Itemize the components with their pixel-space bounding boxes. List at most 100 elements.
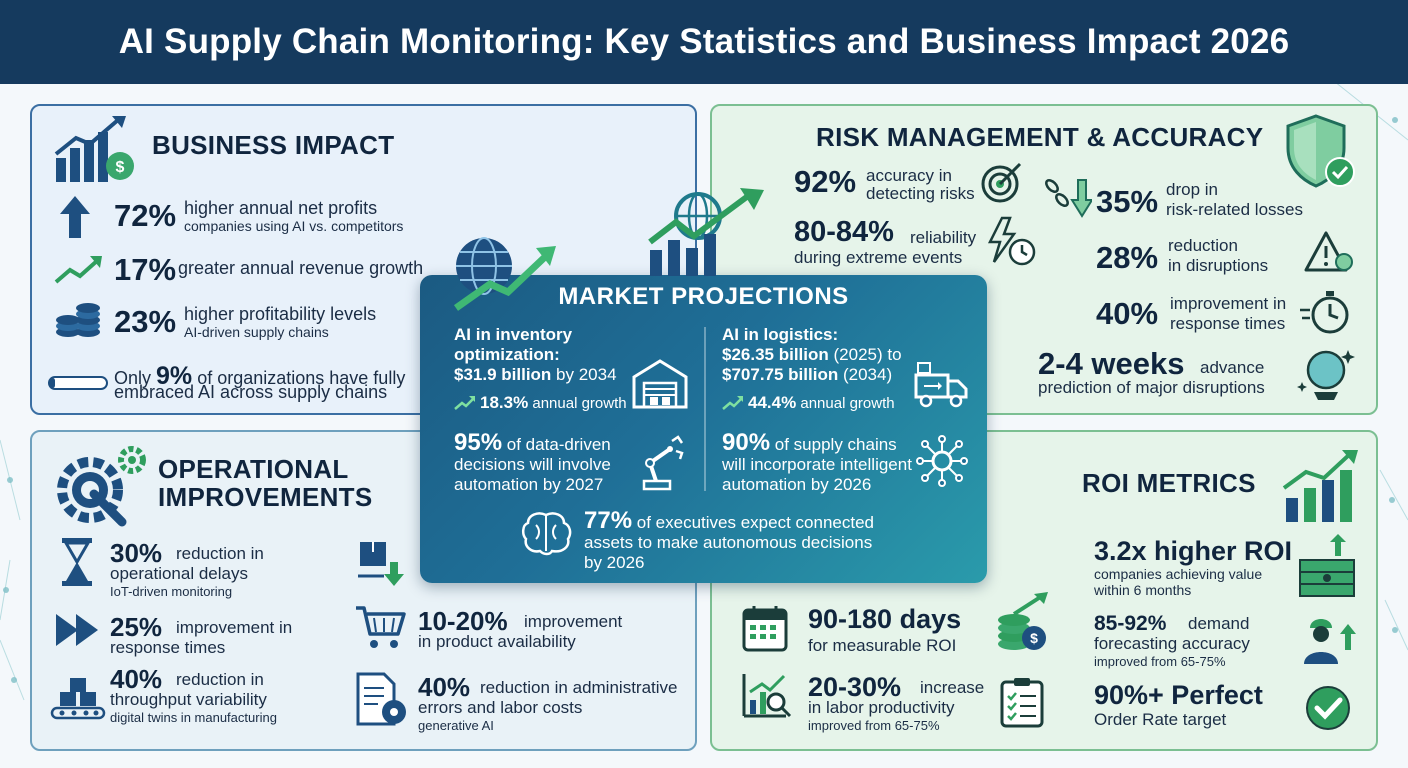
- stat-77-line3: by 2026: [584, 553, 645, 572]
- stat-40-admin-line2: errors and labor costs: [418, 698, 583, 717]
- inv-trend-icon: [454, 396, 475, 410]
- business-impact-title: BUSINESS IMPACT: [152, 130, 395, 160]
- stat-92-line2: detecting risks: [866, 184, 975, 203]
- stat-40-throughput-value: 40%: [110, 664, 163, 694]
- stat-28-line2: in disruptions: [1168, 256, 1269, 275]
- page-title: AI Supply Chain Monitoring: Key Statisti…: [118, 22, 1290, 61]
- warehouse-icon: [632, 359, 688, 409]
- stat-weeks-line2: prediction of major disruptions: [1038, 378, 1265, 397]
- crystal-ball-icon: [1297, 350, 1355, 400]
- log-value-2025: $26.35 billion: [722, 345, 829, 364]
- up-arrow-icon: [60, 196, 90, 238]
- conveyor-boxes-icon: [50, 678, 106, 720]
- globe-growth-icon: [453, 237, 556, 311]
- shield-check-icon: [1286, 114, 1355, 188]
- document-ai-icon: [356, 672, 406, 726]
- stat-labor-line3: improved from 65-75%: [808, 718, 940, 733]
- fast-forward-icon: [56, 614, 98, 646]
- stat-90-value: 90%: [722, 429, 771, 456]
- stat-40-response-value: 40%: [1096, 296, 1159, 331]
- stat-weeks-line1: advance: [1200, 358, 1265, 377]
- market-projections-title: MARKET PROJECTIONS: [558, 283, 849, 310]
- stat-90-text1: of supply chains: [774, 435, 897, 454]
- stat-90-line3: automation by 2026: [722, 475, 872, 494]
- stat-roi-value: 3.2x higher ROI: [1094, 536, 1293, 566]
- roi-metrics-title: ROI METRICS: [1082, 468, 1256, 498]
- target-icon: [981, 162, 1022, 203]
- stat-30-line1: reduction in: [176, 544, 264, 563]
- stat-77-line1: 77% of executives expect connected: [584, 507, 874, 535]
- inv-line1: AI in inventory: [454, 325, 573, 344]
- stat-40-response-line2: response times: [1170, 314, 1286, 333]
- inv-growth-text: annual growth: [532, 395, 627, 412]
- stat-weeks-value: 2-4 weeks: [1038, 346, 1185, 381]
- stat-25-line1: improvement in: [176, 618, 293, 637]
- stat-95-line3: automation by 2027: [454, 475, 604, 494]
- stat-40-response-line1: improvement in: [1170, 294, 1287, 313]
- stat-labor-line1: increase: [920, 678, 985, 697]
- log-line1: AI in logistics:: [722, 325, 839, 344]
- stat-28-value: 28%: [1096, 240, 1159, 275]
- stat-days-line1: for measurable ROI: [808, 636, 957, 655]
- operational-title-line2: IMPROVEMENTS: [158, 482, 373, 512]
- stat-labor-line2: in labor productivity: [808, 698, 955, 717]
- header-bar: AI Supply Chain Monitoring: Key Statisti…: [0, 0, 1408, 84]
- stat-92-value: 92%: [794, 164, 857, 199]
- log-growth: 44.4% annual growth: [748, 393, 895, 413]
- risk-management-title: RISK MANAGEMENT & ACCURACY: [816, 122, 1264, 152]
- inv-line2: optimization:: [454, 345, 560, 364]
- inv-growth: 18.3% annual growth: [480, 393, 627, 413]
- inv-line3: $31.9 billion by 2034: [454, 365, 617, 385]
- stat-10-20-line2: in product availability: [418, 632, 576, 651]
- stat-23-line1: higher profitability levels: [184, 304, 377, 324]
- trend-up-icon: [54, 256, 102, 284]
- stat-9-pre: Only: [114, 368, 152, 388]
- log-trend-icon: [722, 396, 743, 410]
- stat-40-admin-value: 40%: [418, 672, 471, 702]
- box-down-icon: [358, 542, 404, 586]
- stat-28-line1: reduction: [1168, 236, 1238, 255]
- stat-72-value: 72%: [114, 198, 177, 233]
- market-projections-panel: MARKET PROJECTIONS AI in inventory optim…: [420, 275, 987, 583]
- stat-30-value: 30%: [110, 538, 163, 568]
- coins-growth-icon: $: [998, 592, 1048, 650]
- stat-90-line2: will incorporate intelligent: [722, 455, 912, 474]
- stat-17-value: 17%: [114, 252, 177, 287]
- stat-35-line1: drop in: [1166, 180, 1218, 199]
- inv-growth-value: 18.3%: [480, 393, 529, 412]
- stat-forecast-value: 85-92%: [1094, 612, 1167, 635]
- stat-95-text1: of data-driven: [506, 435, 611, 454]
- stat-90-line1: 90% of supply chains: [722, 429, 897, 457]
- stat-9-post: of organizations have fully: [197, 368, 406, 388]
- stat-77-line2: assets to make autonomous decisions: [584, 533, 873, 552]
- warning-disruption-icon: [1304, 231, 1353, 272]
- stat-95-value: 95%: [454, 429, 503, 456]
- robot-arm-icon: [642, 435, 684, 491]
- stat-40-throughput-line2: throughput variability: [110, 690, 267, 709]
- log-year-2034: (2034): [842, 365, 893, 384]
- stat-92-line1: accuracy in: [866, 166, 952, 185]
- stat-80-84-line2: during extreme events: [794, 248, 963, 267]
- stat-forecast-line3: improved from 65-75%: [1094, 654, 1226, 669]
- stat-40-admin-line1: reduction in administrative: [480, 678, 678, 697]
- lightning-clock-icon: [987, 216, 1036, 266]
- stat-35-value: 35%: [1096, 184, 1159, 219]
- log-line2: $26.35 billion (2025) to: [722, 345, 902, 365]
- risk-management-panel: RISK MANAGEMENT & ACCURACY 92% accuracy …: [710, 104, 1378, 415]
- adoption-progress-fill: [50, 378, 56, 388]
- hourglass-icon: [62, 538, 92, 586]
- stat-77-value: 77%: [584, 507, 633, 534]
- shopping-cart-icon: [356, 606, 406, 648]
- stat-forecast-line1: demand: [1188, 614, 1250, 633]
- svg-text:$: $: [116, 159, 125, 176]
- log-growth-value: 44.4%: [748, 393, 797, 412]
- stat-days-value: 90-180 days: [808, 604, 962, 634]
- stat-roi-line1: companies achieving value: [1094, 566, 1263, 582]
- chart-magnifier-icon: [742, 674, 792, 718]
- stat-labor-value: 20-30%: [808, 672, 902, 702]
- stat-40-throughput-line1: reduction in: [176, 670, 264, 689]
- market-divider: [704, 327, 706, 491]
- cash-stack-icon: [1299, 534, 1355, 597]
- stat-72-line2: companies using AI vs. competitors: [184, 218, 404, 234]
- inv-value: $31.9 billion: [454, 365, 552, 384]
